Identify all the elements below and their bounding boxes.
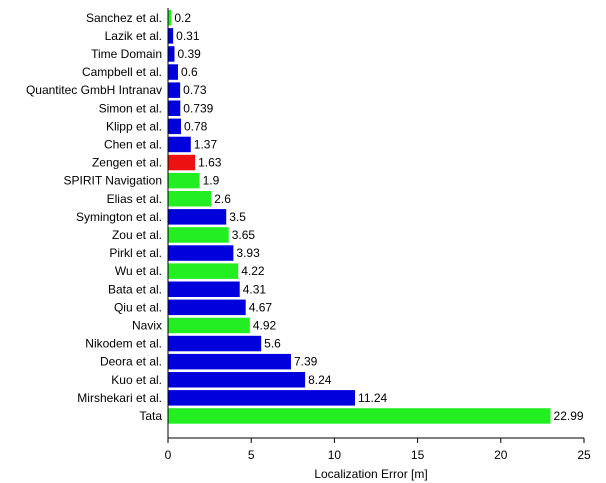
x-tick-label-0: 0 [165,448,172,462]
value-label-18: 5.6 [264,337,281,351]
bar-17 [168,317,250,334]
bar-19 [168,353,291,370]
value-label-3: 0.6 [181,65,198,79]
bars-layer [168,10,551,424]
category-label-20: Kuo et al. [111,373,162,387]
x-axis-ticks: 0 5 10 15 20 25 [165,438,591,462]
bar-20 [168,372,306,388]
category-label-15: Bata et al. [108,282,162,296]
bar-14 [168,263,239,279]
category-label-16: Qiu et al. [114,300,162,314]
value-label-0: 0.2 [174,11,191,25]
category-label-6: Klipp et al. [106,119,162,133]
bar-8 [168,154,196,171]
value-label-8: 1.63 [198,156,222,170]
bar-4 [168,82,181,98]
bar-6 [168,118,181,135]
x-axis-title: Localization Error [m] [314,467,427,481]
value-label-11: 3.5 [229,210,246,224]
category-label-0: Sanchez et al. [86,11,162,25]
category-label-1: Lazik et al. [105,29,162,43]
category-label-11: Symington et al. [76,210,162,224]
value-label-10: 2.6 [214,192,231,206]
bar-18 [168,335,262,352]
category-label-12: Zou et al. [112,228,162,242]
x-tick-label-2: 10 [328,448,342,462]
value-label-22: 22.99 [554,409,584,423]
category-label-5: Simon et al. [99,101,162,115]
value-label-17: 4.92 [253,318,277,332]
category-label-22: Tata [139,409,162,423]
bar-15 [168,281,240,297]
value-label-1: 0.31 [176,29,200,43]
value-label-21: 11.24 [358,391,387,405]
bar-9 [168,172,200,189]
bar-12 [168,227,229,243]
bar-21 [168,390,356,406]
x-tick-label-4: 20 [494,448,508,462]
bar-7 [168,136,191,153]
value-label-7: 1.37 [194,137,218,151]
category-label-13: Pirkl et al. [109,246,162,260]
bar-2 [168,46,175,62]
x-tick-label-5: 25 [577,448,591,462]
value-label-13: 3.93 [236,246,260,260]
category-label-2: Time Domain [91,47,162,61]
value-label-14: 4.22 [241,264,265,278]
category-label-3: Campbell et al. [82,65,162,79]
bar-10 [168,191,212,207]
bar-1 [168,28,174,44]
value-label-2: 0.39 [177,47,201,61]
category-label-4: Quantitec GmbH Intranav [26,83,162,97]
x-tick-label-3: 15 [411,448,425,462]
value-label-9: 1.9 [203,174,220,188]
axis-layer: 0 5 10 15 20 25 Localization Error [m] [165,8,591,481]
bar-0 [168,10,172,26]
category-label-7: Chen et al. [104,137,162,151]
category-label-8: Zengen et al. [92,156,162,170]
category-label-14: Wu et al. [115,264,162,278]
value-labels-layer: 0.2 0.31 0.39 0.6 0.73 0.739 0.78 1.37 1.63 1.9 2.… [174,11,584,423]
x-tick-label-1: 5 [248,448,255,462]
bar-11 [168,209,227,225]
category-label-18: Nikodem et al. [85,337,162,351]
bar-22 [168,408,551,424]
bar-13 [168,245,234,261]
value-label-15: 4.31 [243,282,267,296]
value-label-16: 4.67 [249,300,273,314]
value-label-6: 0.78 [184,119,208,133]
value-label-20: 8.24 [308,373,332,387]
category-label-10: Elias et al. [107,192,162,206]
category-label-17: Navix [132,318,162,332]
bar-3 [168,64,178,80]
category-label-9: SPIRIT Navigation [64,174,163,188]
value-label-19: 7.39 [294,355,318,369]
bar-16 [168,299,246,316]
value-label-12: 3.65 [232,228,256,242]
category-labels-layer: Sanchez et al. Lazik et al. Time Domain Cam… [26,11,162,423]
category-label-19: Deora et al. [100,355,162,369]
value-label-5: 0.739 [183,101,213,115]
bar-5 [168,100,181,116]
value-label-4: 0.73 [183,83,207,97]
category-label-21: Mirshekari et al. [77,391,162,405]
